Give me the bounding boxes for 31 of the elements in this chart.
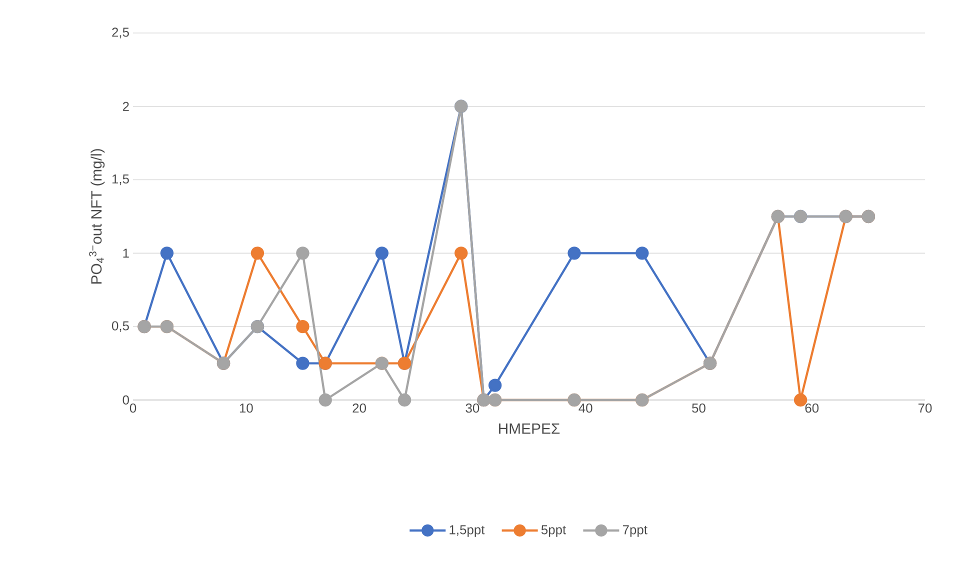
x-tick-label: 70: [918, 404, 932, 413]
y-tick-label: 2,5: [112, 28, 129, 38]
x-tick-label: 10: [240, 404, 253, 413]
y-tick-label: 0,5: [112, 321, 129, 332]
point: [160, 246, 174, 260]
x-tick-label: 30: [466, 404, 480, 413]
point: [250, 246, 264, 260]
point: [296, 320, 310, 334]
point: [296, 356, 310, 370]
point: [636, 246, 649, 260]
point: [454, 246, 468, 260]
x-axis-title: ΗΜΕΡΕΣ: [499, 424, 560, 434]
legend-label: 7ppt: [622, 525, 648, 537]
x-tick-label: 0: [130, 404, 136, 413]
x-tick-label: 60: [805, 404, 819, 413]
y-tick-label: 1: [123, 248, 129, 258]
point: [318, 393, 332, 407]
x-tick-label: 40: [578, 404, 592, 413]
y-tick-label: 2: [122, 102, 129, 111]
point: [398, 393, 412, 407]
point: [375, 246, 389, 260]
y-tick-label: 1,5: [112, 174, 129, 186]
x-tick-label: 50: [692, 404, 706, 413]
x-tick-label: 20: [352, 404, 366, 413]
legend-label: 5ppt: [541, 525, 566, 537]
point: [296, 246, 310, 260]
legend-label: 1,5ppt: [450, 525, 485, 537]
point: [488, 378, 502, 392]
y-tick-label: 0: [122, 395, 129, 405]
y-axis-title: PO$_{4}$$^{3−}$out NFT (mg/l): [89, 149, 105, 284]
point: [568, 246, 581, 260]
